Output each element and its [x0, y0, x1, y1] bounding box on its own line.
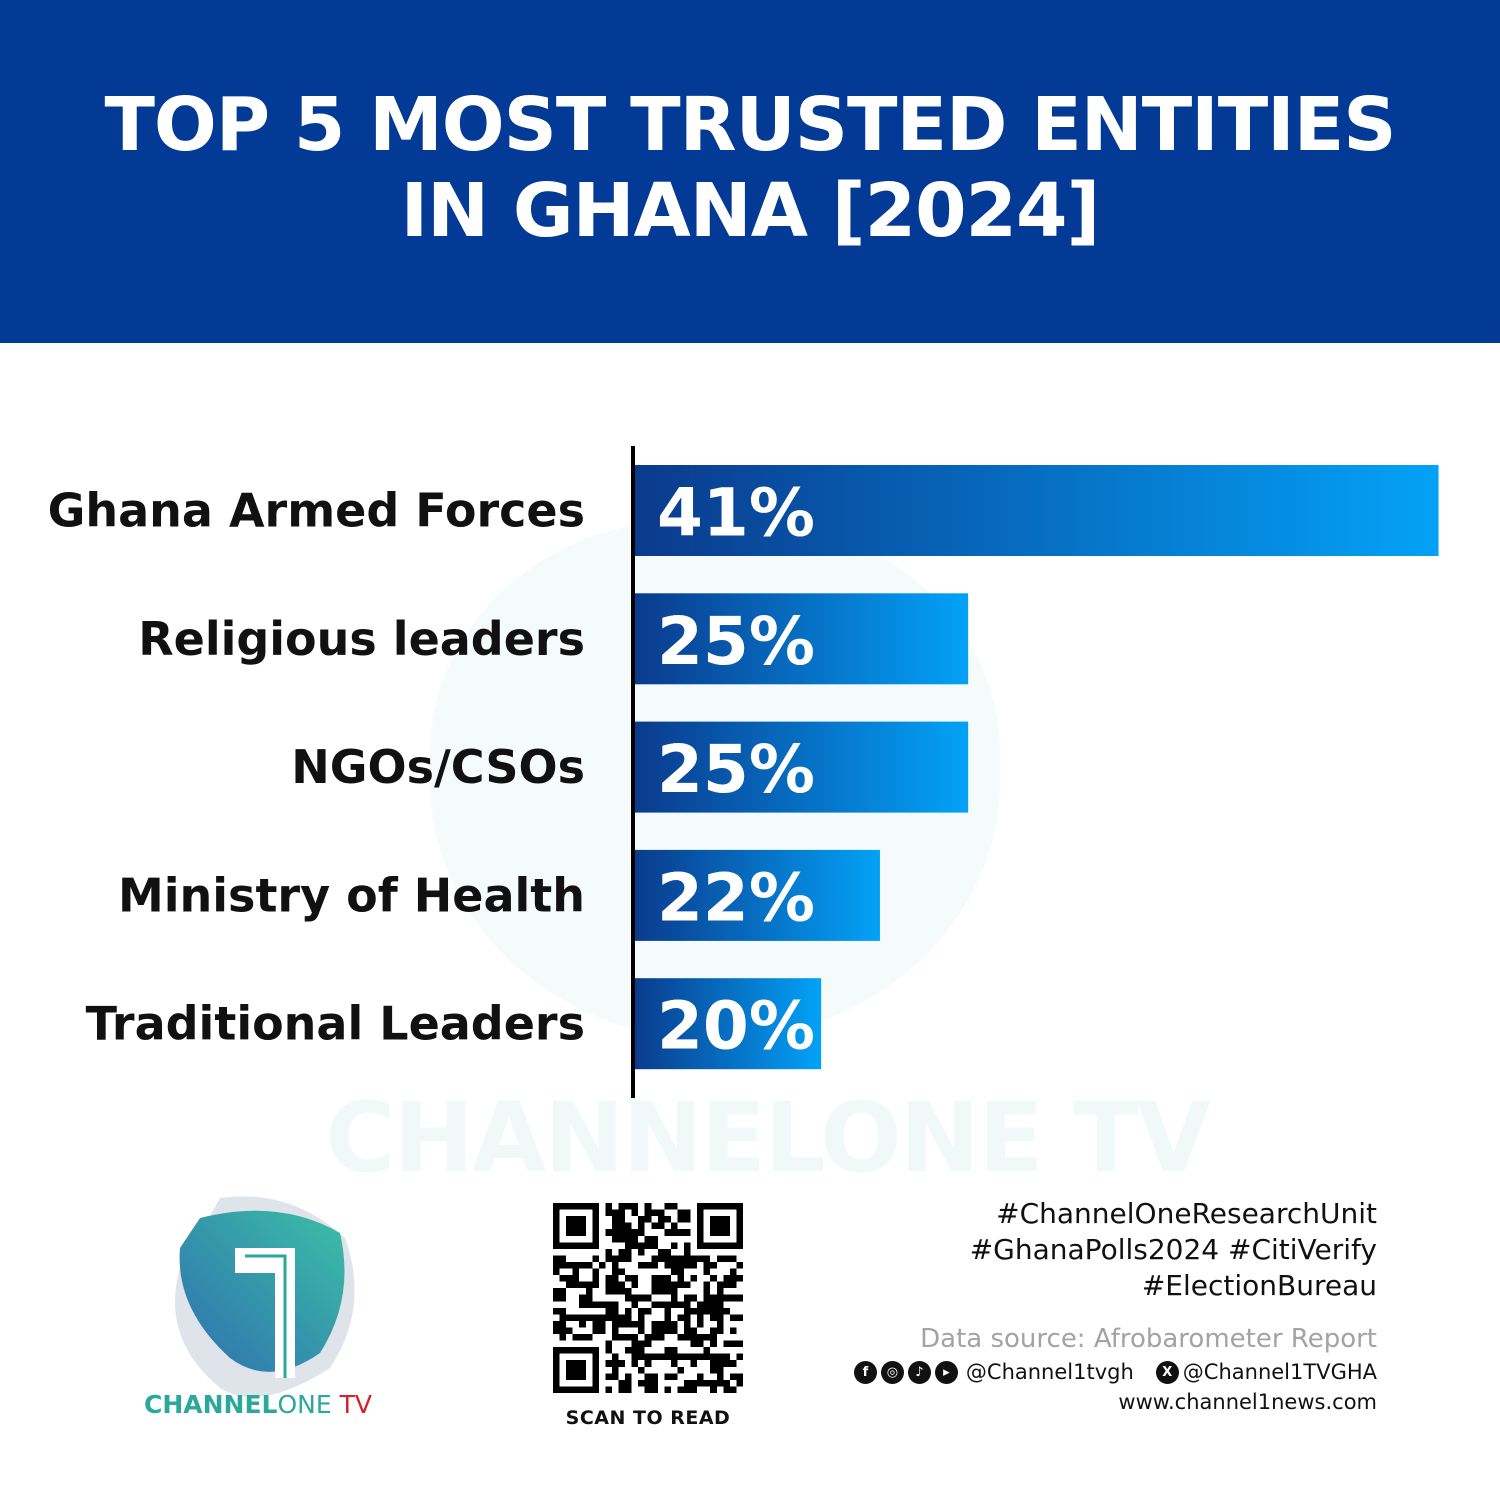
bar-value-label: 25% [657, 731, 815, 808]
facebook-icon[interactable]: f [853, 1360, 877, 1384]
handle-x[interactable]: @Channel1TVGHA [1182, 1360, 1377, 1384]
youtube-icon[interactable]: ▸ [934, 1360, 958, 1384]
title-line-1: TOP 5 MOST TRUSTED ENTITIES [104, 81, 1396, 168]
bar-value-label: 20% [657, 988, 815, 1065]
handle-social[interactable]: @Channel1tvgh [965, 1360, 1134, 1384]
category-label: Religious leaders [138, 612, 585, 666]
bar [633, 849, 880, 941]
tiktok-icon[interactable]: ♪ [907, 1360, 931, 1384]
header-banner: TOP 5 MOST TRUSTED ENTITIES IN GHANA [20… [0, 0, 1500, 343]
bar [633, 593, 969, 685]
social-handles: f ◎ ♪ ▸ @Channel1tvgh X @Channel1TVGHA [853, 1360, 1377, 1384]
footer-info: #ChannelOneResearchUnit #GhanaPolls2024 … [853, 1196, 1377, 1414]
data-source: Data source: Afrobarometer Report [920, 1324, 1377, 1354]
website-link[interactable]: www.channel1news.com [1118, 1390, 1377, 1414]
x-icon[interactable]: X [1155, 1360, 1179, 1384]
hashtag-line: #GhanaPolls2024 #CitiVerify [969, 1233, 1377, 1266]
category-label: Ministry of Health [118, 868, 585, 922]
category-label: NGOs/CSOs [291, 740, 585, 794]
page-title: TOP 5 MOST TRUSTED ENTITIES IN GHANA [20… [104, 81, 1396, 254]
qr-code[interactable] [553, 1203, 743, 1393]
instagram-icon[interactable]: ◎ [880, 1360, 904, 1384]
category-label: Traditional Leaders [86, 997, 585, 1051]
bar-value-label: 25% [657, 603, 815, 680]
category-label: Ghana Armed Forces [48, 484, 585, 538]
watermark-text: CHANNELONE TV [325, 1082, 1211, 1194]
bar-value-label: 22% [657, 859, 815, 936]
title-line-2: IN GHANA [2024] [400, 167, 1101, 254]
bar [633, 465, 1439, 556]
bar [633, 978, 822, 1070]
qr-caption: SCAN TO READ [565, 1407, 731, 1429]
bar-value-label: 41% [657, 475, 815, 552]
hashtag-line: #ChannelOneResearchUnit [996, 1197, 1377, 1230]
channelone-logo [175, 1196, 355, 1397]
hashtag-line: #ElectionBureau [1141, 1269, 1377, 1302]
logo-wordmark: CHANNELONE TV [144, 1390, 372, 1419]
bar [633, 721, 969, 813]
